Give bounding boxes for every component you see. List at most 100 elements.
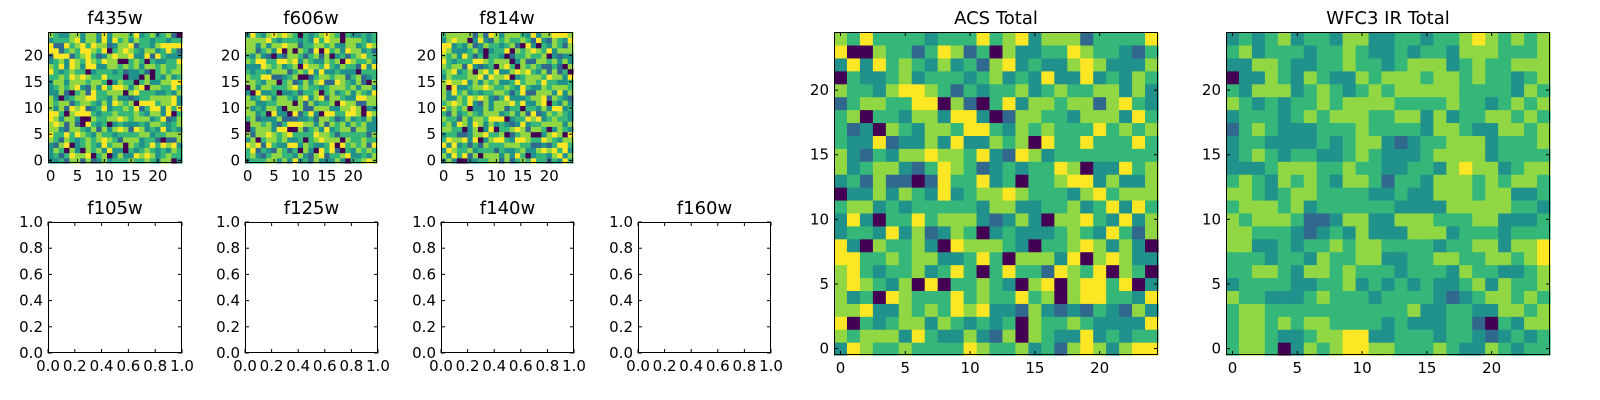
heatmap-cell bbox=[1119, 135, 1133, 149]
heatmap-cell bbox=[911, 329, 926, 343]
heatmap-cell bbox=[96, 136, 103, 143]
heatmap-cell bbox=[1028, 303, 1042, 317]
heatmap-cell bbox=[898, 96, 913, 111]
heatmap-cell bbox=[472, 147, 479, 154]
heatmap-cell bbox=[834, 225, 848, 240]
heatmap-cell bbox=[1368, 225, 1383, 240]
heatmap-cell bbox=[58, 157, 65, 164]
heatmap-cell bbox=[133, 84, 140, 91]
heatmap-cell bbox=[112, 58, 119, 65]
heatmap-cell bbox=[1472, 342, 1486, 356]
heatmap-cell bbox=[318, 110, 325, 117]
heatmap-cell bbox=[1355, 44, 1370, 59]
heatmap-cell bbox=[165, 105, 172, 112]
heatmap-cell bbox=[271, 37, 278, 44]
heatmap-cell bbox=[1028, 44, 1042, 59]
heatmap-cell bbox=[1342, 70, 1357, 85]
heatmap-cell bbox=[48, 42, 54, 49]
heatmap-cell bbox=[950, 329, 965, 343]
heatmap-cell bbox=[53, 73, 60, 80]
heatmap-cell bbox=[1145, 57, 1159, 72]
heatmap-cell bbox=[441, 136, 447, 143]
heatmap-cell bbox=[1355, 316, 1370, 330]
heatmap-cell bbox=[1106, 161, 1120, 175]
heatmap-cell bbox=[1329, 57, 1344, 72]
heatmap-cell bbox=[106, 100, 113, 106]
heatmap-cell bbox=[266, 73, 272, 80]
heatmap-cell bbox=[1132, 109, 1146, 124]
heatmap-cell bbox=[361, 37, 368, 44]
heatmap-cell bbox=[1394, 187, 1409, 201]
heatmap-cell bbox=[128, 136, 135, 143]
heatmap-cell bbox=[976, 109, 991, 124]
heatmap-cell bbox=[963, 44, 978, 59]
heatmap-cell bbox=[483, 94, 490, 101]
heatmap-cell bbox=[1264, 238, 1279, 253]
heatmap-cell bbox=[250, 84, 257, 91]
heatmap-cell bbox=[361, 115, 368, 122]
heatmap-cell bbox=[85, 79, 92, 85]
heatmap-cell bbox=[80, 142, 87, 148]
heatmap-cell bbox=[1277, 264, 1292, 279]
heatmap-cell bbox=[1093, 122, 1107, 136]
heatmap-cell bbox=[1433, 199, 1447, 214]
heatmap-cell bbox=[58, 32, 65, 38]
heatmap-cell bbox=[551, 32, 558, 38]
heatmap-cell bbox=[1368, 187, 1383, 201]
heatmap-cell bbox=[266, 68, 272, 75]
heatmap-cell bbox=[123, 157, 129, 164]
heatmap-cell bbox=[514, 63, 521, 70]
heatmap-cell bbox=[493, 68, 500, 75]
heatmap-cell bbox=[1028, 96, 1042, 111]
heatmap-cell bbox=[276, 68, 283, 75]
heatmap-cell bbox=[536, 47, 542, 54]
heatmap-cell bbox=[101, 94, 108, 101]
heatmap-cell bbox=[1342, 161, 1357, 175]
heatmap-cell bbox=[1015, 225, 1029, 240]
heatmap-cell bbox=[567, 37, 574, 44]
heatmap-cell bbox=[340, 42, 346, 49]
heatmap-cell bbox=[292, 89, 299, 96]
heatmap-cell bbox=[1041, 225, 1055, 240]
heatmap-cell bbox=[567, 47, 574, 54]
heatmap-cell bbox=[155, 126, 162, 133]
heatmap-cell bbox=[462, 47, 468, 54]
heatmap-cell bbox=[1226, 70, 1240, 85]
x-tick-label: 10 bbox=[487, 167, 506, 185]
heatmap-cell bbox=[271, 94, 278, 101]
heatmap-cell bbox=[260, 105, 267, 112]
heatmap-cell bbox=[117, 152, 124, 159]
heatmap-cell bbox=[834, 148, 848, 162]
heatmap-cell bbox=[355, 84, 362, 91]
heatmap-cell bbox=[260, 131, 267, 138]
heatmap-cell bbox=[80, 115, 87, 122]
heatmap-cell bbox=[504, 32, 511, 38]
heatmap-cell bbox=[90, 115, 97, 122]
heatmap-cell bbox=[1226, 303, 1240, 317]
heatmap-cell bbox=[451, 157, 458, 164]
heatmap-cell bbox=[1002, 109, 1017, 124]
heatmap-cell bbox=[271, 42, 278, 49]
heatmap-cell bbox=[1394, 277, 1409, 291]
heatmap-cell bbox=[1290, 290, 1305, 304]
heatmap-cell bbox=[155, 79, 162, 85]
heatmap-cell bbox=[171, 126, 178, 133]
heatmap-cell bbox=[1459, 342, 1473, 356]
heatmap-cell bbox=[139, 73, 146, 80]
heatmap-cell bbox=[885, 212, 900, 227]
heatmap-cell bbox=[834, 96, 848, 111]
heatmap-cell bbox=[1537, 122, 1551, 136]
heatmap-cell bbox=[85, 37, 92, 44]
heatmap-cell bbox=[250, 147, 257, 154]
heatmap-cell bbox=[499, 42, 505, 49]
heatmap-cell bbox=[1537, 290, 1551, 304]
heatmap-cell bbox=[950, 161, 965, 175]
heatmap-cell bbox=[1446, 251, 1460, 266]
heatmap-cell bbox=[1446, 329, 1460, 343]
heatmap-cell bbox=[1093, 238, 1107, 253]
heatmap-cell bbox=[287, 47, 294, 54]
heatmap-cell bbox=[281, 37, 288, 44]
heatmap-cell bbox=[488, 121, 495, 127]
heatmap-cell bbox=[355, 68, 362, 75]
